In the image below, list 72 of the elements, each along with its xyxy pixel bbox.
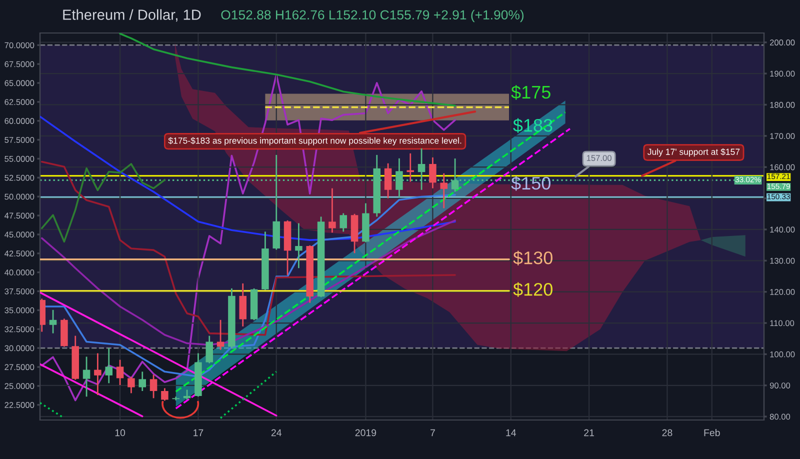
- candlestick: [206, 335, 213, 364]
- y2-tick-label: 30.0000: [4, 345, 34, 352]
- y2-tick-label: 62.5000: [4, 99, 34, 106]
- annotation: July 17' support at $157: [648, 148, 740, 157]
- y-tick-label: 80.00: [770, 414, 790, 420]
- x-tick-label: 2019: [355, 429, 376, 436]
- x-tick-label: Feb: [704, 429, 720, 436]
- x-tick-label: 7: [430, 429, 435, 436]
- candlestick: [128, 376, 135, 394]
- candlestick: [150, 374, 158, 399]
- y2-tick-label: 52.5000: [4, 174, 34, 181]
- y2-tick-label: 27.5000: [4, 364, 34, 370]
- candlestick: [340, 212, 347, 232]
- y2-tick-label: 55.0000: [4, 156, 34, 162]
- candlestick: [116, 359, 124, 386]
- y2-tick-label: 42.5000: [4, 250, 34, 256]
- y-tick-label: 110.00: [770, 320, 794, 326]
- candlestick: [429, 156, 436, 189]
- y-tick-label: 120.00: [770, 289, 795, 295]
- y2-tick-label: 65.0000: [4, 80, 34, 86]
- y2-tick-label: 50.0000: [4, 194, 34, 200]
- line-series: [40, 160, 456, 336]
- y-tick-label: 180.00: [770, 102, 795, 108]
- y2-tick-label: 35.0000: [4, 307, 34, 314]
- x-tick-label: 24: [271, 429, 282, 436]
- annotation: $150: [511, 176, 550, 191]
- line-series: [119, 33, 456, 107]
- y2-tick-label: 25.0000: [4, 383, 34, 390]
- annotation: 157.00: [586, 155, 612, 161]
- x-tick-label: 17: [194, 429, 204, 436]
- y2-tick-label: 70.0000: [4, 42, 34, 48]
- y-tick-label: 130.00: [770, 258, 795, 264]
- y2-tick-label: 37.5000: [4, 288, 34, 294]
- y-tick-label: 200.00: [770, 40, 795, 46]
- candlestick: [161, 387, 168, 402]
- series-label: $120: [513, 282, 552, 297]
- y2-tick-label: 22.5000: [4, 402, 34, 408]
- x-tick-label: 14: [506, 429, 516, 436]
- candlestick: [440, 172, 448, 209]
- annotation: $175-$183 as previous important support now possible key resistance level.: [168, 137, 462, 146]
- candlestick: [82, 356, 90, 398]
- candlestick: [49, 309, 57, 334]
- y-tick-label: 160.00: [770, 164, 795, 170]
- y-tick-label: 100.00: [770, 351, 795, 358]
- y-tick-label: 140.00: [770, 226, 795, 233]
- x-tick-label: 21: [584, 429, 594, 436]
- candlestick: [406, 152, 414, 182]
- candlestick: [94, 352, 102, 396]
- candlestick: [216, 319, 224, 351]
- candlestick: [384, 162, 392, 199]
- x-tick-label: 28: [662, 429, 672, 436]
- y2-tick-label: 47.5000: [4, 212, 34, 219]
- line-series: [40, 163, 166, 243]
- chart-title: Ethereum / Dollar, 1D: [63, 9, 201, 22]
- y-tick-label: 170.00: [770, 133, 795, 140]
- candlestick: [328, 188, 336, 234]
- annotation: $175: [511, 85, 550, 100]
- candlestick: [105, 347, 112, 384]
- y-tick-label: 90.00: [770, 382, 790, 388]
- series-label: $130: [513, 250, 552, 266]
- y2-tick-label: 60.0000: [4, 118, 34, 124]
- y-tick-label: 190.00: [770, 70, 795, 77]
- y2-tick-label: 40.0000: [4, 270, 34, 276]
- y2-tick-label: 45.0000: [4, 232, 34, 238]
- candlestick: [138, 370, 146, 392]
- x-tick-label: 10: [115, 429, 126, 436]
- y2-tick-label: 57.5000: [4, 136, 34, 143]
- y2-tick-label: 32.5000: [4, 326, 34, 332]
- chart-subtitle: O152.88 H162.76 L152.10 C155.79 +2.91 (+1.90%): [221, 10, 524, 22]
- candlestick: [239, 282, 246, 328]
- candlestick: [295, 222, 302, 269]
- y2-tick-label: 67.5000: [4, 61, 34, 68]
